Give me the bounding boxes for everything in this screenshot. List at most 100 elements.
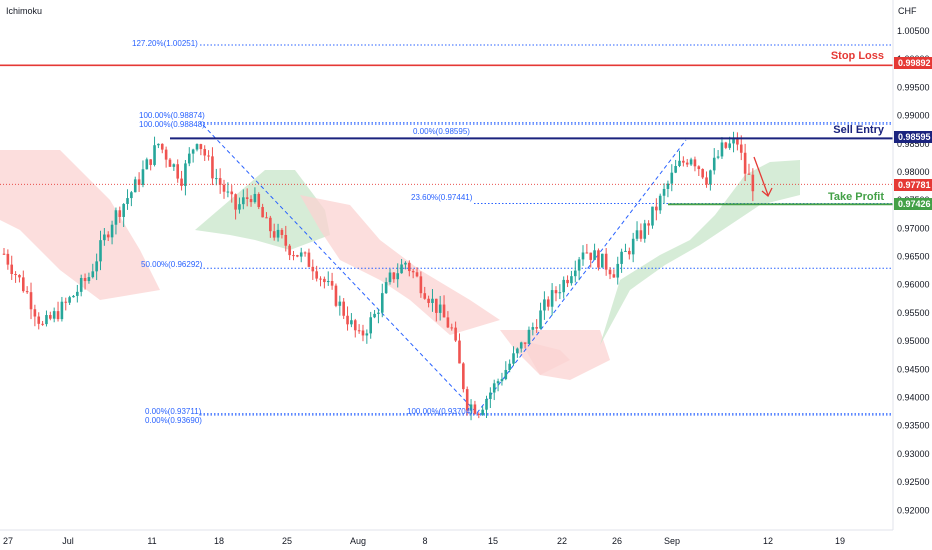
candle-body bbox=[570, 276, 573, 284]
stop-loss-tag: 0.99892 bbox=[894, 57, 932, 69]
svg-text:0.99892: 0.99892 bbox=[898, 58, 931, 68]
candle-body bbox=[624, 250, 627, 252]
candle-body bbox=[234, 194, 237, 210]
candle-body bbox=[589, 252, 593, 260]
candle-body bbox=[678, 160, 681, 166]
candle-body bbox=[315, 271, 318, 279]
candle-body bbox=[14, 274, 17, 276]
candle-body bbox=[585, 252, 589, 254]
candle-body bbox=[230, 191, 234, 195]
svg-text:0.97781: 0.97781 bbox=[898, 180, 931, 190]
candle-body bbox=[577, 259, 581, 271]
candle-body bbox=[481, 409, 484, 415]
candle-body bbox=[446, 317, 450, 328]
candle-body bbox=[747, 173, 751, 175]
y-tick-label: 0.94500 bbox=[897, 364, 930, 374]
x-tick-label: 18 bbox=[214, 536, 224, 546]
fib-label-bottom-100: 100.00%(0.93704) bbox=[407, 407, 473, 416]
candle-body bbox=[79, 277, 83, 292]
candle-body bbox=[110, 224, 114, 238]
fib-label-bottom-0b: 0.00%(0.93690) bbox=[145, 416, 202, 425]
candle-body bbox=[153, 145, 156, 165]
time-axis[interactable]: 27 Jul 11 18 25 Aug 8 15 22 26 Sep 12 19 bbox=[0, 529, 893, 546]
cloud-segment bbox=[520, 340, 570, 375]
candle-body bbox=[307, 252, 311, 267]
candle-body bbox=[172, 164, 176, 167]
sell-entry-tag: 0.98595 bbox=[894, 131, 932, 143]
price-axis[interactable]: 1.005001.000000.995000.990000.985000.980… bbox=[892, 0, 930, 530]
candle-body bbox=[643, 223, 647, 239]
x-tick-label: Sep bbox=[664, 536, 680, 546]
candle-body bbox=[242, 197, 245, 205]
candle-body bbox=[408, 262, 411, 272]
candle-body bbox=[423, 293, 427, 299]
candle-body bbox=[508, 363, 511, 370]
candle-body bbox=[114, 210, 118, 225]
take-profit-label: Take Profit bbox=[828, 191, 884, 203]
y-tick-label: 1.00500 bbox=[897, 26, 930, 36]
candle-body bbox=[450, 327, 454, 329]
x-tick-label: 12 bbox=[763, 536, 773, 546]
candle-body bbox=[160, 143, 164, 150]
candle-body bbox=[311, 266, 315, 272]
candle-body bbox=[477, 413, 481, 415]
candle-body bbox=[272, 231, 276, 238]
candle-body bbox=[350, 320, 353, 325]
candle-body bbox=[751, 174, 755, 192]
candle-body bbox=[64, 301, 68, 303]
candle-body bbox=[60, 301, 64, 320]
down-arrow-icon bbox=[753, 156, 773, 198]
y-tick-label: 0.92000 bbox=[897, 505, 930, 515]
candle-body bbox=[604, 253, 608, 270]
candle-body bbox=[655, 206, 658, 211]
candle-body bbox=[377, 312, 380, 314]
currency-label: CHF bbox=[898, 6, 917, 16]
candle-body bbox=[338, 301, 342, 306]
last-price-tag: 0.97781 bbox=[894, 179, 932, 191]
candle-body bbox=[288, 245, 291, 256]
candle-body bbox=[736, 139, 739, 145]
candle-body bbox=[215, 178, 218, 180]
candle-body bbox=[743, 152, 747, 174]
candle-body bbox=[95, 261, 98, 272]
candle-body bbox=[492, 383, 496, 393]
candle-body bbox=[137, 179, 141, 185]
candle-body bbox=[211, 156, 214, 179]
candle-body bbox=[647, 223, 650, 226]
candle-body bbox=[500, 379, 504, 382]
candle-body bbox=[504, 369, 508, 380]
x-tick-label: 27 bbox=[3, 536, 13, 546]
candle-body bbox=[388, 272, 392, 283]
candle-body bbox=[705, 177, 708, 185]
candle-body bbox=[682, 160, 685, 163]
candle-body bbox=[543, 299, 546, 311]
x-tick-label: 25 bbox=[282, 536, 292, 546]
candle-body bbox=[184, 163, 187, 186]
candle-body bbox=[435, 298, 438, 313]
candle-body bbox=[72, 295, 75, 298]
candle-body bbox=[199, 144, 203, 150]
candle-body bbox=[689, 159, 693, 165]
candle-body bbox=[519, 342, 523, 349]
candle-body bbox=[685, 162, 689, 165]
candle-body bbox=[249, 198, 253, 203]
fib-diagonal-line bbox=[476, 139, 687, 414]
candle-body bbox=[701, 169, 704, 178]
candle-body bbox=[651, 206, 654, 226]
candle-body bbox=[280, 229, 284, 235]
candle-body bbox=[33, 309, 37, 317]
candle-body bbox=[415, 272, 419, 277]
candle-body bbox=[149, 159, 152, 165]
y-tick-label: 0.92500 bbox=[897, 477, 930, 487]
candle-body bbox=[531, 327, 535, 330]
y-tick-label: 0.95000 bbox=[897, 336, 930, 346]
x-tick-label: 26 bbox=[612, 536, 622, 546]
candle-body bbox=[22, 277, 25, 292]
fib-label-127: 127.20%(1.00251) bbox=[132, 39, 198, 48]
x-tick-label: 8 bbox=[422, 536, 427, 546]
y-tick-label: 0.98500 bbox=[897, 139, 930, 149]
candle-body bbox=[674, 165, 677, 173]
candle-body bbox=[732, 139, 735, 144]
candle-body bbox=[292, 255, 295, 257]
